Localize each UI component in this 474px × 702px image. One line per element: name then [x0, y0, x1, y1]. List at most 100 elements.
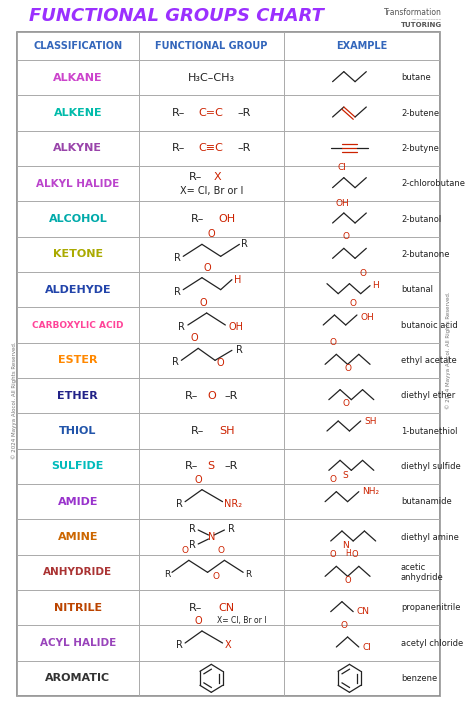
Bar: [139, 378, 284, 413]
Bar: [139, 32, 284, 60]
Text: ALKYNE: ALKYNE: [54, 143, 102, 153]
Text: 2-chlorobutane: 2-chlorobutane: [401, 179, 465, 188]
Bar: [17, 237, 139, 272]
Text: AROMATIC: AROMATIC: [46, 673, 110, 683]
Text: KETONE: KETONE: [53, 249, 103, 259]
Text: H: H: [346, 550, 351, 559]
Bar: [284, 237, 440, 272]
Text: X: X: [213, 172, 221, 182]
Text: diethyl amine: diethyl amine: [401, 533, 459, 541]
Text: OH: OH: [335, 199, 349, 208]
Text: ACYL HALIDE: ACYL HALIDE: [40, 638, 116, 648]
Text: X: X: [224, 640, 231, 650]
Text: R–: R–: [185, 461, 198, 471]
Text: Cl: Cl: [337, 163, 346, 172]
Text: SH: SH: [365, 416, 377, 425]
Bar: [17, 625, 139, 661]
Bar: [17, 519, 139, 555]
Text: H: H: [234, 274, 241, 285]
Text: ALKYL HALIDE: ALKYL HALIDE: [36, 179, 119, 189]
Bar: [139, 60, 284, 95]
Text: butanamide: butanamide: [401, 497, 452, 506]
Bar: [284, 590, 440, 625]
Text: R–: R–: [189, 602, 202, 613]
Text: R: R: [173, 253, 181, 263]
Text: THIOL: THIOL: [59, 426, 97, 436]
Text: S: S: [343, 471, 348, 480]
Text: ALDEHYDE: ALDEHYDE: [45, 285, 111, 295]
Text: SULFIDE: SULFIDE: [52, 461, 104, 471]
Text: diethyl ether: diethyl ether: [401, 391, 455, 400]
Text: ESTER: ESTER: [58, 355, 98, 365]
Bar: [284, 166, 440, 201]
Text: acetic
anhydride: acetic anhydride: [401, 562, 444, 582]
Text: OH: OH: [361, 312, 374, 322]
Text: R: R: [245, 570, 251, 579]
Text: O: O: [342, 399, 349, 408]
Bar: [139, 166, 284, 201]
Text: ALKENE: ALKENE: [54, 108, 102, 118]
Bar: [139, 413, 284, 449]
Text: ALCOHOL: ALCOHOL: [48, 214, 107, 224]
Bar: [17, 307, 139, 343]
Text: R–: R–: [185, 391, 198, 401]
Text: R–: R–: [189, 172, 202, 182]
Bar: [17, 484, 139, 519]
Bar: [284, 378, 440, 413]
Text: butanal: butanal: [401, 285, 433, 294]
Text: O: O: [350, 298, 357, 307]
Bar: [284, 272, 440, 307]
Text: R: R: [172, 357, 179, 367]
Text: TUTORING: TUTORING: [401, 22, 442, 28]
Text: –R: –R: [224, 391, 238, 401]
Bar: [139, 555, 284, 590]
Bar: [139, 237, 284, 272]
Text: O: O: [217, 546, 224, 555]
Text: diethyl sulfide: diethyl sulfide: [401, 462, 461, 471]
Bar: [17, 131, 139, 166]
Text: propanenitrile: propanenitrile: [401, 603, 460, 612]
Text: R–: R–: [191, 214, 204, 224]
Text: O: O: [194, 475, 202, 484]
Text: FUNCTIONAL GROUPS CHART: FUNCTIONAL GROUPS CHART: [29, 7, 324, 25]
Bar: [139, 484, 284, 519]
Text: 2-butanol: 2-butanol: [401, 215, 441, 223]
Text: CN: CN: [219, 602, 235, 613]
Bar: [17, 32, 139, 60]
Bar: [139, 449, 284, 484]
Bar: [139, 625, 284, 661]
Bar: [284, 307, 440, 343]
Bar: [139, 95, 284, 131]
Text: benzene: benzene: [401, 674, 437, 683]
Text: S: S: [208, 461, 215, 471]
Text: © 2024 Mayya Alocoi. All Rights Reserved.: © 2024 Mayya Alocoi. All Rights Reserved…: [11, 341, 17, 459]
Bar: [284, 484, 440, 519]
Bar: [17, 166, 139, 201]
Text: R–: R–: [191, 426, 204, 436]
Bar: [139, 201, 284, 237]
Text: O: O: [191, 333, 198, 343]
Text: SH: SH: [219, 426, 234, 436]
Text: N: N: [208, 532, 215, 542]
Text: –––––––––––: –––––––––––: [412, 17, 442, 22]
Text: butane: butane: [401, 73, 431, 82]
Text: R: R: [190, 540, 196, 550]
Bar: [139, 590, 284, 625]
Text: O: O: [204, 263, 211, 272]
Bar: [17, 272, 139, 307]
Text: O: O: [342, 232, 349, 241]
Text: CN: CN: [357, 607, 370, 616]
Text: O: O: [340, 621, 347, 630]
Bar: [284, 555, 440, 590]
Text: ethyl acetate: ethyl acetate: [401, 356, 457, 365]
Text: R: R: [176, 498, 183, 509]
Text: AMIDE: AMIDE: [58, 497, 98, 507]
Text: X= Cl, Br or I: X= Cl, Br or I: [180, 185, 243, 196]
Text: ALKANE: ALKANE: [53, 73, 103, 83]
Text: AMINE: AMINE: [58, 532, 98, 542]
Text: O: O: [329, 475, 336, 484]
Text: –R: –R: [237, 108, 251, 118]
Bar: [17, 413, 139, 449]
Text: O: O: [212, 572, 219, 581]
Bar: [284, 201, 440, 237]
